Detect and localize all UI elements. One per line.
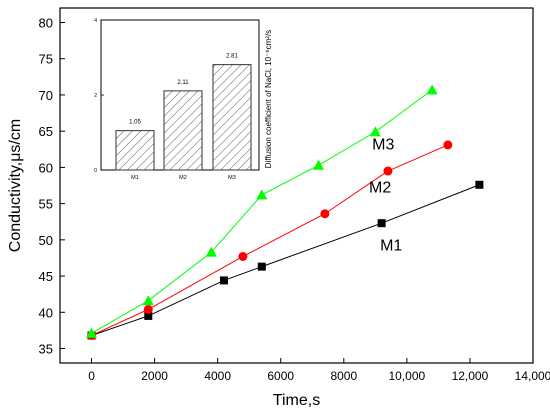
inset-bar-value-label: 2.11 (177, 80, 189, 86)
series-m1: M1 (87, 180, 484, 340)
inset-bar-m2 (163, 90, 203, 171)
x-tick-label: 0 (88, 369, 95, 383)
data-point-m3 (313, 159, 325, 170)
y-tick-label: 65 (39, 124, 53, 139)
x-tick-label: 12,000 (452, 369, 489, 383)
inset-y-axis-label: Diffusion coefficient of NaCl, 10⁻⁶cm²/s (264, 30, 273, 168)
data-point-m1 (475, 180, 484, 189)
x-tick-label: 14,000 (515, 369, 550, 383)
inset-y-tick-label: 0 (94, 168, 97, 174)
y-axis-label: Conductivity,μs/cm (7, 119, 24, 252)
data-point-m2 (443, 140, 453, 150)
inset-bar-value-label: 2.81 (226, 54, 238, 60)
y-tick-label: 40 (39, 305, 53, 320)
x-tick-label: 10,000 (389, 369, 426, 383)
data-point-m3 (142, 295, 154, 306)
y-tick-label: 60 (39, 160, 53, 175)
y-tick-label: 80 (39, 15, 53, 30)
inset-category-label: M3 (228, 175, 236, 181)
series-m3: M3 (86, 84, 438, 338)
inset-y-tick-label: 2 (94, 93, 97, 99)
series-label-m2: M2 (369, 180, 391, 197)
data-point-m3 (86, 327, 98, 338)
plot-frame (59, 7, 534, 364)
data-point-m3 (426, 84, 438, 95)
y-tick-label: 75 (39, 52, 53, 67)
data-point-m2 (143, 304, 153, 314)
inset-category-label: M1 (131, 175, 139, 181)
data-point-m1 (257, 262, 266, 271)
data-point-m2 (238, 252, 248, 261)
data-point-m3 (369, 126, 381, 137)
x-tick-label: 2000 (141, 369, 168, 383)
y-tick-label: 35 (39, 342, 53, 357)
x-tick-label: 8000 (330, 369, 357, 383)
y-tick-label: 50 (39, 233, 53, 248)
main-plot: 0 2000 4000 6000 8000 10,000 12,000 14,00035404… (7, 7, 550, 409)
y-tick-label: 45 (39, 269, 53, 284)
data-point-m1 (144, 311, 153, 320)
x-tick-label: 4000 (204, 369, 231, 383)
y-tick-label: 70 (39, 88, 53, 103)
data-point-m1 (219, 276, 228, 285)
inset-bar-chart: 0 2 4 1.05 M1 2.11 M2 2.81 M3 Diffusion coefficie… (94, 18, 273, 181)
inset-bar-value-label: 1.05 (129, 120, 141, 126)
series-label-m1: M1 (380, 238, 402, 255)
data-point-m3 (256, 189, 268, 200)
data-point-m3 (205, 246, 217, 257)
data-point-m1 (377, 219, 386, 228)
series-line-m2 (91, 144, 449, 336)
series-label-m3: M3 (372, 136, 394, 153)
data-point-m2 (320, 209, 330, 219)
x-axis-label: Time,s (273, 392, 320, 409)
data-point-m2 (383, 166, 393, 176)
inset-y-tick-label: 4 (94, 18, 97, 24)
inset-bar-m1 (115, 130, 155, 171)
series-line-m1 (91, 184, 480, 336)
y-tick-label: 55 (39, 197, 53, 212)
inset-bar-m3 (212, 64, 252, 171)
x-tick-label: 6000 (267, 369, 294, 383)
inset-category-label: M2 (179, 175, 187, 181)
